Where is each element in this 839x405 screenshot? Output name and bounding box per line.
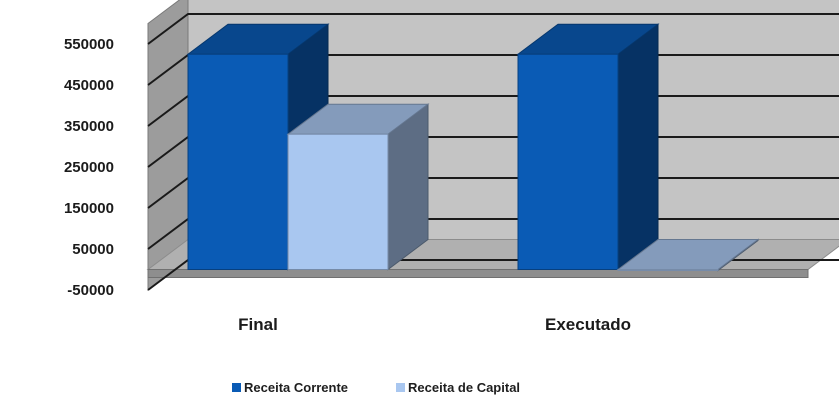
y-tick-label: 550000 (64, 36, 114, 53)
legend-label-receita-de-capital: Receita de Capital (408, 380, 521, 395)
y-tick-label: 350000 (64, 118, 114, 135)
x-tick-label: Final (238, 315, 278, 334)
legend: Receita Corrente Receita de Capital (232, 380, 520, 395)
gridline (147, 13, 839, 45)
bar (517, 53, 619, 270)
legend-item-receita-corrente: Receita Corrente (232, 380, 348, 395)
bar (617, 269, 719, 271)
legend-swatch-receita-corrente (232, 383, 241, 392)
y-tick-label: 150000 (64, 200, 114, 217)
y-tick-label: 450000 (64, 77, 114, 94)
bar-side (617, 23, 659, 271)
y-tick-label: 250000 (64, 159, 114, 176)
x-tick-label: Executado (545, 315, 631, 334)
bar (187, 53, 289, 270)
legend-swatch-receita-de-capital (396, 383, 406, 392)
y-tick-label: -50000 (67, 282, 114, 299)
legend-label-receita-corrente: Receita Corrente (244, 380, 349, 395)
bar (287, 133, 389, 270)
y-tick-label: 50000 (72, 241, 114, 258)
legend-item-receita-de-capital: Receita de Capital (396, 380, 520, 395)
